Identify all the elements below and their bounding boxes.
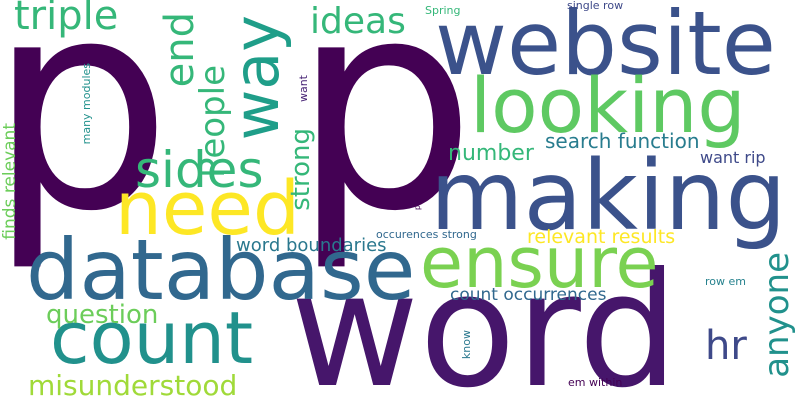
cloud-word-em-within: em within (568, 376, 623, 389)
cloud-word-many-modules: many modules (80, 63, 93, 145)
cloud-word-way: way (220, 15, 293, 141)
cloud-word-people: People (193, 65, 233, 178)
cloud-word-search-function: search function (545, 129, 700, 153)
cloud-word-looking: looking (470, 61, 746, 150)
cloud-word-finds-relevant: finds relevant (0, 123, 20, 240)
cloud-word-word-boundaries: word boundaries (236, 235, 387, 256)
cloud-word-ensure: ensure (420, 222, 659, 304)
cloud-word-know: know (460, 330, 473, 360)
cloud-word-p-large-center: p (292, 0, 477, 275)
cloud-word-want-rip: want rip (700, 148, 766, 167)
cloud-word-occurences-strong: occurences strong (376, 228, 477, 241)
cloud-word-sides: sides (135, 141, 264, 199)
cloud-word-p-large-left: p (0, 0, 173, 275)
cloud-word-website: website (435, 0, 776, 95)
cloud-word-database: database (26, 221, 416, 319)
cloud-word-question: question (46, 300, 159, 330)
cloud-word-number: number (448, 141, 534, 166)
cloud-word-hr: hr (705, 323, 747, 369)
cloud-word-p-small: p (413, 205, 422, 211)
cloud-word-word: word (290, 239, 679, 400)
cloud-word-strong: strong (286, 128, 316, 211)
cloud-word-relevant-results: relevant results (527, 226, 676, 248)
cloud-word-count: count (50, 296, 254, 380)
cloud-word-ideas: ideas (310, 1, 406, 42)
cloud-word-single-row: single row (567, 0, 624, 12)
cloud-word-count-occurrences: count occurrences (450, 285, 607, 305)
cloud-word-anyone: anyone (757, 252, 797, 378)
cloud-word-misunderstood: misunderstood (28, 369, 238, 400)
cloud-word-spring: Spring (425, 4, 461, 17)
cloud-word-want: want (297, 75, 310, 103)
cloud-word-making: making (430, 140, 787, 252)
cloud-word-row-em: row em (705, 275, 746, 288)
cloud-word-need: need (115, 166, 300, 252)
cloud-word-triple: triple (14, 0, 119, 39)
